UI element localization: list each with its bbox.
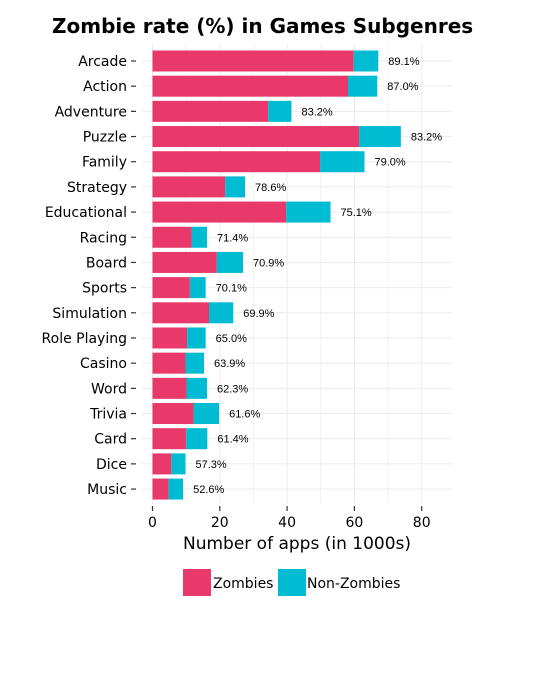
bar-non-zombies [187,327,206,349]
bar-zombies [152,201,287,223]
bar-non-zombies [353,50,379,72]
bar-zombies [152,377,187,399]
category-label: Simulation [52,306,127,322]
category-label: Action [83,79,127,95]
bar-non-zombies [168,478,184,500]
bar-non-zombies [185,352,204,374]
category-label: Casino [80,356,127,372]
category-label: Educational [45,205,127,221]
rate-label: 83.2% [301,106,332,118]
category-label: Word [91,381,127,397]
bar-zombies [152,75,349,97]
rate-label: 83.2% [411,132,442,144]
bar-zombies [152,428,187,450]
chart-title: Zombie rate (%) in Games Subgenres [52,14,474,38]
bar-non-zombies [209,302,234,324]
bar-non-zombies [359,126,401,148]
rate-label: 57.3% [195,459,226,471]
rate-label: 52.6% [193,484,224,496]
bar-non-zombies [320,151,365,173]
bar-zombies [152,126,360,148]
bar-non-zombies [216,251,244,273]
labels: Arcade 89.1% Action 87.0% Adventure 83.2% Puzz… [42,54,443,531]
x-tick-label: 60 [345,515,363,531]
rate-label: 61.4% [217,434,248,446]
category-label: Arcade [78,54,127,70]
legend-label: Non-Zombies [307,576,400,592]
bar-zombies [152,453,172,475]
rate-label: 61.6% [229,409,260,421]
bar-zombies [152,352,186,374]
category-label: Adventure [55,104,127,120]
legend-key [183,569,211,596]
category-label: Racing [80,230,127,246]
category-label: Card [94,432,127,448]
legend-label: Zombies [213,576,273,592]
rate-label: 65.0% [216,333,247,345]
bar-non-zombies [225,176,246,198]
legend: Zombies Non-Zombies [183,569,400,596]
rate-label: 71.4% [217,232,248,244]
category-label: Sports [82,281,127,297]
category-label: Dice [96,457,127,473]
bar-zombies [152,277,190,299]
rate-label: 75.1% [341,207,372,219]
bar-zombies [152,176,226,198]
rate-label: 89.1% [388,56,419,68]
bars [152,50,401,500]
category-label: Strategy [67,180,127,196]
x-tick-label: 80 [413,515,431,531]
category-label: Music [87,482,127,498]
rate-label: 62.3% [217,383,248,395]
category-label: Puzzle [83,130,127,146]
bar-non-zombies [191,226,208,248]
x-tick-label: 20 [211,515,229,531]
bar-zombies [152,226,192,248]
category-label: Trivia [89,407,127,423]
bar-zombies [152,251,217,273]
x-axis-title: Number of apps (in 1000s) [183,534,411,554]
rate-label: 70.9% [253,257,284,269]
x-tick-label: 40 [278,515,296,531]
bar-zombies [152,403,194,425]
rate-label: 70.1% [216,283,247,295]
bar-zombies [152,302,210,324]
bar-zombies [152,478,169,500]
x-tick-label: 0 [148,515,157,531]
rate-label: 87.0% [387,81,418,93]
category-label: Family [82,155,127,171]
bar-non-zombies [186,377,208,399]
legend-key [278,569,306,596]
bar-non-zombies [193,403,220,425]
rate-label: 63.9% [214,358,245,370]
bar-non-zombies [186,428,208,450]
category-label: Role Playing [42,331,127,347]
category-label: Board [86,255,127,271]
bar-zombies [152,327,188,349]
rate-label: 79.0% [374,157,405,169]
rate-label: 69.9% [243,308,274,320]
bar-zombies [152,151,321,173]
bar-non-zombies [268,100,292,122]
bar-zombies [152,50,354,72]
bar-non-zombies [286,201,331,223]
bar-zombies [152,100,269,122]
bar-non-zombies [189,277,206,299]
rate-label: 78.6% [255,182,286,194]
bar-non-zombies [171,453,186,475]
bar-non-zombies [348,75,378,97]
